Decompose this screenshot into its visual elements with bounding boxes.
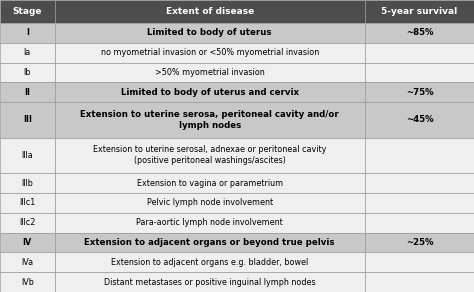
Bar: [0, 252, 55, 272]
Bar: [0, 62, 55, 82]
Text: Extension to uterine serosa, peritoneal cavity and/or
lymph nodes: Extension to uterine serosa, peritoneal …: [81, 110, 339, 130]
Bar: [0, 82, 55, 102]
Text: Extension to adjacent organs e.g. bladder, bowel: Extension to adjacent organs e.g. bladde…: [111, 258, 309, 267]
Bar: [365, 102, 474, 138]
Text: Limited to body of uterus: Limited to body of uterus: [147, 28, 272, 37]
Bar: [0, 23, 55, 43]
Text: IIIb: IIIb: [21, 178, 33, 187]
Text: Ib: Ib: [24, 68, 31, 77]
Bar: [55, 232, 365, 252]
Text: Limited to body of uterus and cervix: Limited to body of uterus and cervix: [121, 88, 299, 97]
Text: Stage: Stage: [12, 7, 42, 16]
Text: IVa: IVa: [21, 258, 33, 267]
Bar: [365, 193, 474, 213]
Bar: [55, 0, 365, 23]
Bar: [0, 43, 55, 62]
Text: ~75%: ~75%: [406, 88, 433, 97]
Bar: [0, 232, 55, 252]
Bar: [0, 193, 55, 213]
Bar: [365, 138, 474, 173]
Bar: [55, 138, 365, 173]
Bar: [55, 23, 365, 43]
Text: I: I: [26, 28, 29, 37]
Bar: [365, 62, 474, 82]
Text: >50% myometrial invasion: >50% myometrial invasion: [155, 68, 264, 77]
Text: Para-aortic lymph node involvement: Para-aortic lymph node involvement: [137, 218, 283, 227]
Text: Extension to adjacent organs or beyond true pelvis: Extension to adjacent organs or beyond t…: [84, 238, 335, 247]
Text: Extension to uterine serosal, adnexae or peritoneal cavity
(positive peritoneal : Extension to uterine serosal, adnexae or…: [93, 145, 327, 166]
Text: III: III: [23, 115, 32, 124]
Bar: [55, 213, 365, 232]
Bar: [365, 232, 474, 252]
Bar: [55, 252, 365, 272]
Text: Extent of disease: Extent of disease: [165, 7, 254, 16]
Bar: [55, 43, 365, 62]
Bar: [365, 23, 474, 43]
Bar: [55, 272, 365, 292]
Bar: [365, 173, 474, 193]
Text: ~85%: ~85%: [406, 28, 433, 37]
Text: IV: IV: [23, 238, 32, 247]
Bar: [55, 102, 365, 138]
Bar: [0, 0, 55, 23]
Text: Ia: Ia: [24, 48, 31, 57]
Bar: [365, 0, 474, 23]
Text: II: II: [24, 88, 30, 97]
Text: Distant metastases or positive inguinal lymph nodes: Distant metastases or positive inguinal …: [104, 278, 316, 286]
Bar: [55, 62, 365, 82]
Bar: [0, 272, 55, 292]
Bar: [0, 102, 55, 138]
Text: IVb: IVb: [21, 278, 34, 286]
Bar: [0, 138, 55, 173]
Bar: [365, 82, 474, 102]
Bar: [365, 213, 474, 232]
Text: no myometrial invasion or <50% myometrial invasion: no myometrial invasion or <50% myometria…: [100, 48, 319, 57]
Text: ~25%: ~25%: [406, 238, 433, 247]
Text: IIIc1: IIIc1: [19, 198, 36, 207]
Bar: [365, 252, 474, 272]
Text: Pelvic lymph node involvement: Pelvic lymph node involvement: [146, 198, 273, 207]
Bar: [365, 272, 474, 292]
Bar: [55, 82, 365, 102]
Text: Extension to vagina or parametrium: Extension to vagina or parametrium: [137, 178, 283, 187]
Bar: [55, 193, 365, 213]
Bar: [0, 213, 55, 232]
Text: 5-year survival: 5-year survival: [382, 7, 457, 16]
Bar: [55, 173, 365, 193]
Bar: [0, 173, 55, 193]
Text: IIIa: IIIa: [21, 151, 33, 160]
Text: IIIc2: IIIc2: [19, 218, 36, 227]
Text: ~45%: ~45%: [406, 115, 433, 124]
Bar: [365, 43, 474, 62]
